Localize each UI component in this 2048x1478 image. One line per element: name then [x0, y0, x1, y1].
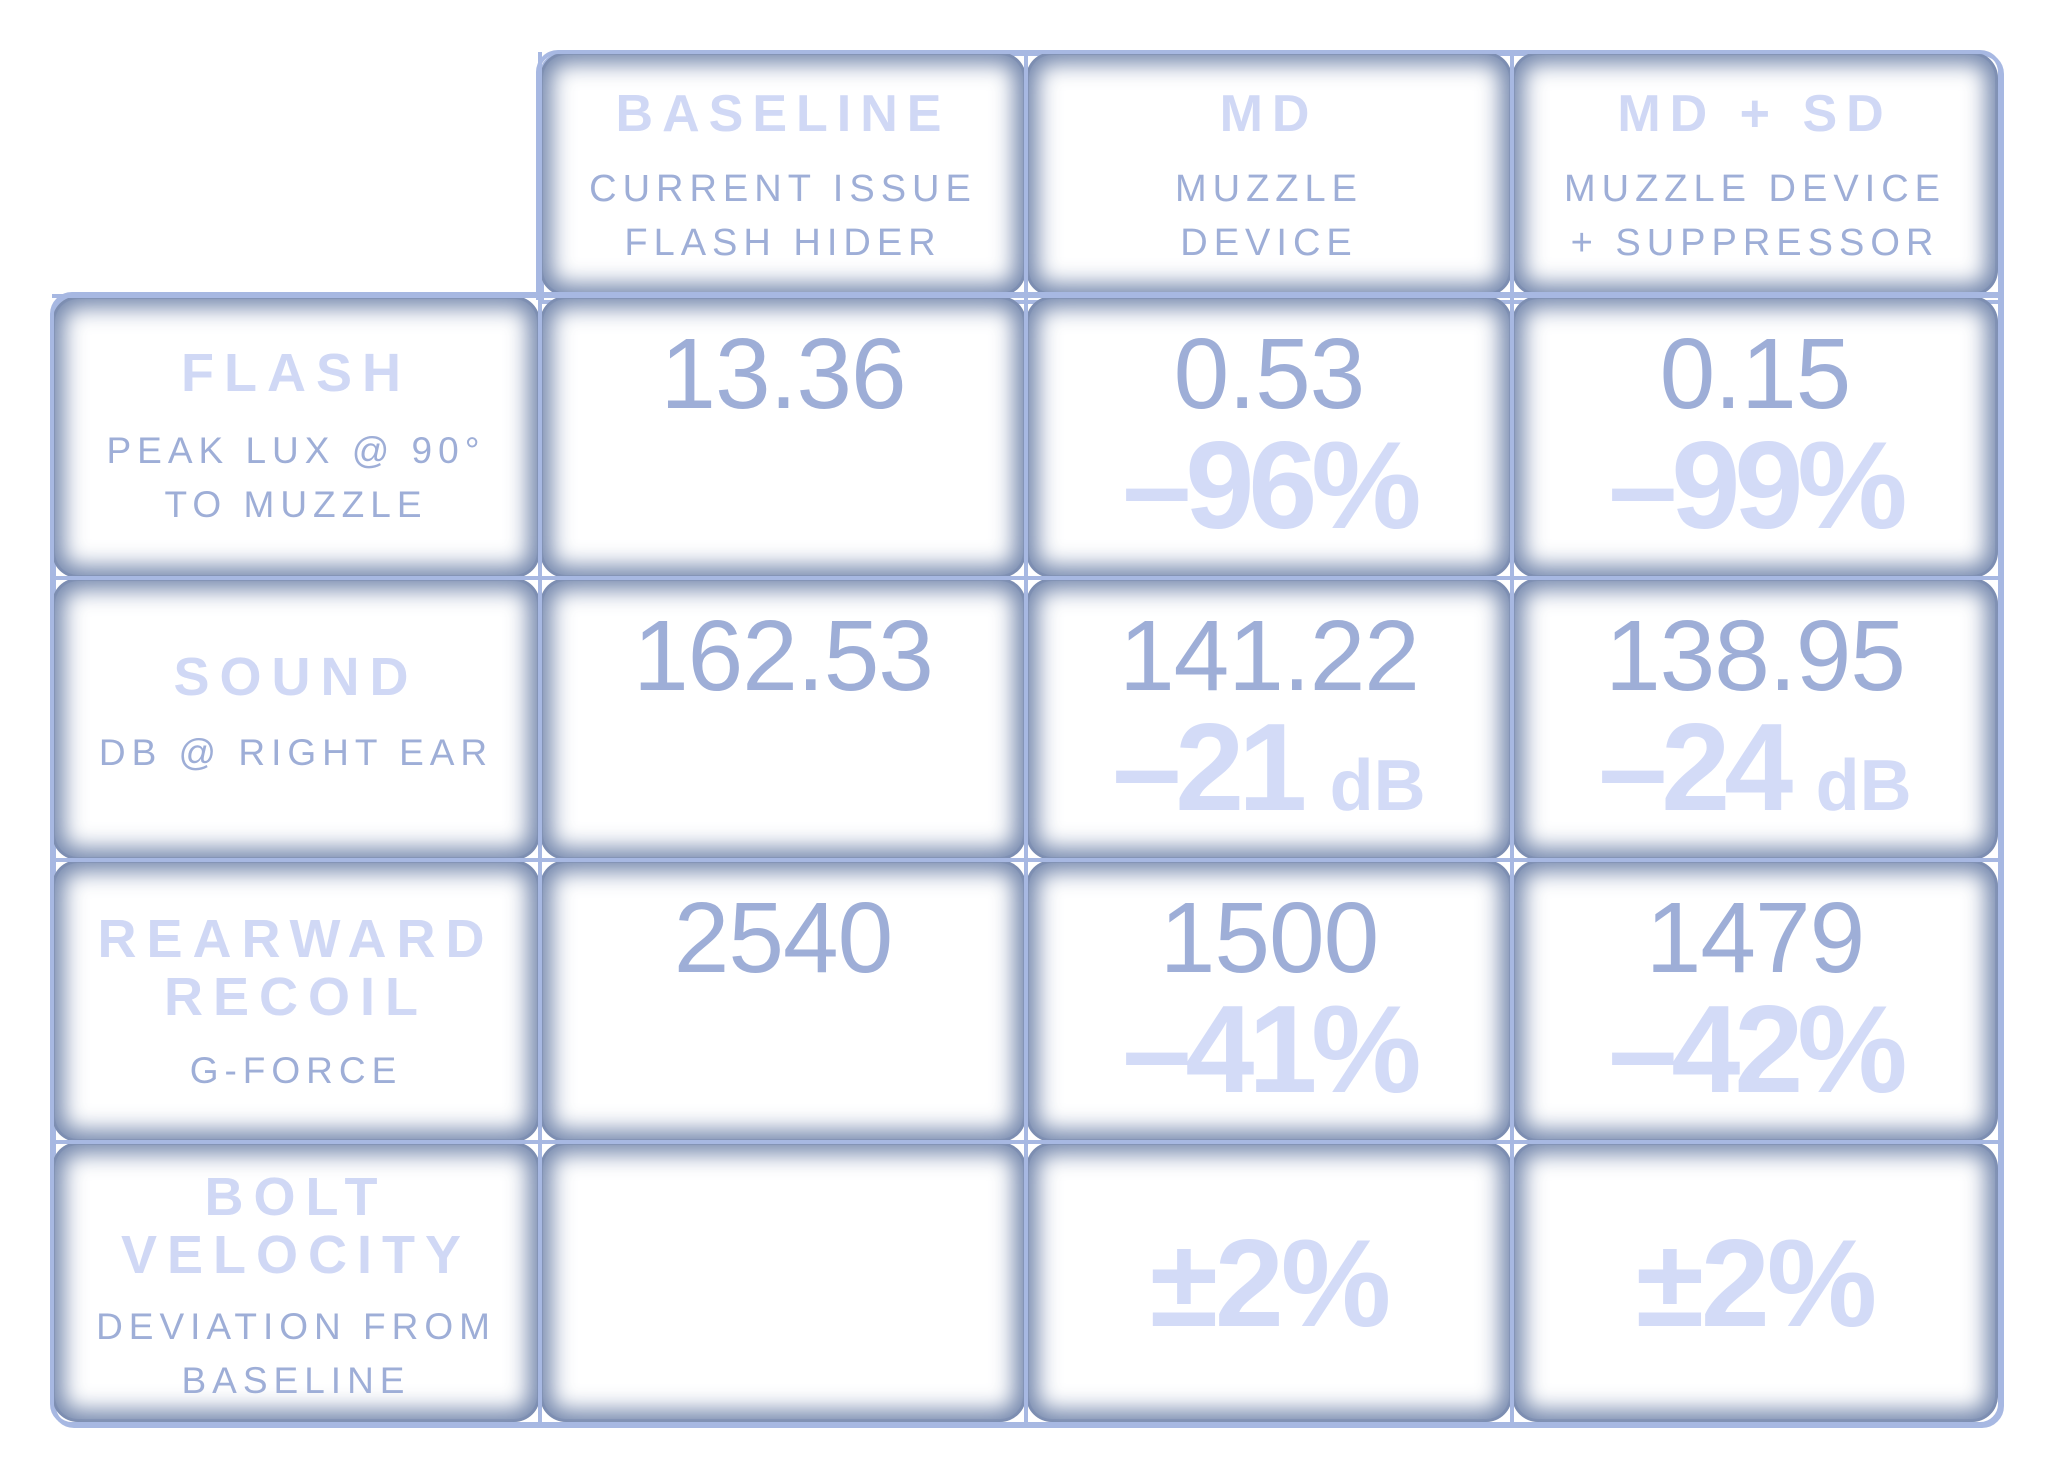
row-subtitle: DEVIATION FROM	[96, 1306, 496, 1347]
column-title: MD	[1219, 85, 1319, 143]
grid-line	[52, 576, 1998, 580]
column-title: MD + SD	[1617, 85, 1893, 143]
column-subtitle: FLASH HIDER	[624, 222, 942, 264]
body-border	[50, 292, 2002, 1426]
grid-line	[52, 294, 1998, 298]
measured-value: 141.22	[1119, 600, 1420, 712]
flash-md-cell: 0.53 –96%	[1026, 296, 1512, 578]
measured-value: 138.95	[1605, 600, 1906, 712]
column-header-md: MD MUZZLE DEVICE	[1026, 52, 1512, 296]
baseline-value: 2540	[673, 882, 893, 994]
row-header-rearward-recoil: REARWARD RECOIL G-FORCE	[52, 860, 540, 1142]
grid-line	[538, 52, 542, 1422]
decibel-change: –21 dB	[1112, 699, 1426, 837]
column-subtitle: MUZZLE	[1175, 168, 1363, 210]
column-header-md-sd: MD + SD MUZZLE DEVICE + SUPPRESSOR	[1512, 52, 1998, 296]
column-subtitle: + SUPPRESSOR	[1570, 222, 1940, 264]
row-subtitle: PEAK LUX @ 90°	[106, 430, 486, 471]
measured-value: 0.53	[1173, 318, 1366, 430]
sound-md-cell: 141.22 –21 dB	[1026, 578, 1512, 860]
percent-change: –96%	[1122, 417, 1421, 555]
measured-value: 1479	[1645, 882, 1865, 994]
recoil-baseline-cell: 2540	[540, 860, 1026, 1142]
row-subtitle: BASELINE	[181, 1360, 411, 1401]
row-title-line-2: VELOCITY	[120, 1225, 472, 1285]
column-subtitle: DEVICE	[1180, 222, 1358, 264]
row-title: FLASH	[181, 343, 411, 403]
bolt-baseline-cell	[540, 1142, 1026, 1422]
row-subtitle: TO MUZZLE	[164, 484, 428, 525]
recoil-md-sd-cell: 1479 –42%	[1512, 860, 1998, 1142]
bolt-md-cell: ±2%	[1026, 1142, 1512, 1422]
decibel-change: –24 dB	[1598, 699, 1912, 837]
flash-baseline-cell: 13.36	[540, 296, 1026, 578]
grid-line	[52, 1140, 1998, 1144]
percent-change: –99%	[1608, 417, 1907, 555]
row-title-line-2: RECOIL	[163, 967, 428, 1027]
column-subtitle: MUZZLE DEVICE	[1563, 168, 1947, 210]
deviation-value: ±2%	[1635, 1215, 1877, 1353]
grid-line	[52, 858, 1998, 862]
grid-line	[1510, 52, 1514, 1422]
deviation-value: ±2%	[1149, 1215, 1391, 1353]
flash-md-sd-cell: 0.15 –99%	[1512, 296, 1998, 578]
measured-value: 1500	[1159, 882, 1379, 994]
row-subtitle: DB @ RIGHT EAR	[98, 732, 494, 773]
column-header-baseline: BASELINE CURRENT ISSUE FLASH HIDER	[540, 52, 1026, 296]
measured-value: 0.15	[1659, 318, 1852, 430]
column-title: BASELINE	[615, 85, 951, 143]
column-subtitle: CURRENT ISSUE	[589, 168, 977, 210]
baseline-value: 162.53	[633, 600, 934, 712]
row-header-flash: FLASH PEAK LUX @ 90° TO MUZZLE	[52, 296, 540, 578]
row-header-sound: SOUND DB @ RIGHT EAR	[52, 578, 540, 860]
percent-change: –42%	[1608, 981, 1907, 1119]
row-subtitle: G-FORCE	[189, 1050, 403, 1091]
header-border	[536, 50, 2002, 300]
row-title: SOUND	[173, 647, 419, 707]
row-title: REARWARD	[97, 909, 495, 969]
row-header-bolt-velocity: BOLT VELOCITY DEVIATION FROM BASELINE	[52, 1142, 540, 1422]
row-title: BOLT	[204, 1167, 388, 1227]
comparison-table: BASELINE CURRENT ISSUE FLASH HIDER MD MU…	[50, 50, 2004, 1428]
grid-line	[1024, 52, 1028, 1422]
bolt-md-sd-cell: ±2%	[1512, 1142, 1998, 1422]
recoil-md-cell: 1500 –41%	[1026, 860, 1512, 1142]
sound-baseline-cell: 162.53	[540, 578, 1026, 860]
sound-md-sd-cell: 138.95 –24 dB	[1512, 578, 1998, 860]
percent-change: –41%	[1122, 981, 1421, 1119]
baseline-value: 13.36	[660, 318, 906, 430]
